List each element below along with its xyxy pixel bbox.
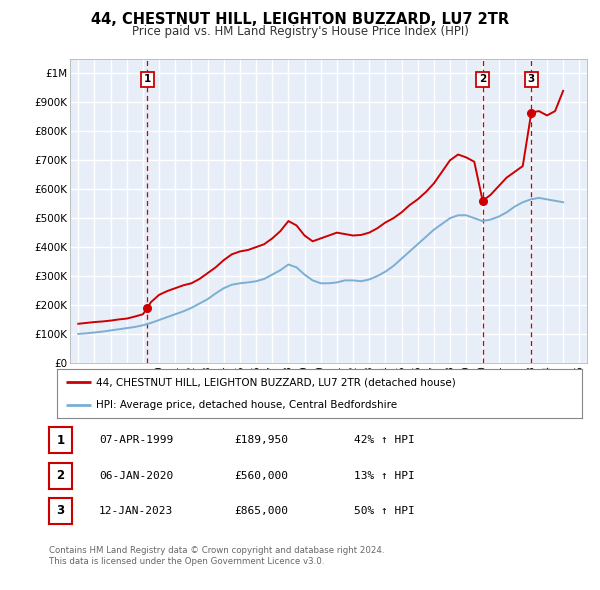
- Text: £189,950: £189,950: [234, 435, 288, 445]
- Text: 44, CHESTNUT HILL, LEIGHTON BUZZARD, LU7 2TR: 44, CHESTNUT HILL, LEIGHTON BUZZARD, LU7…: [91, 12, 509, 27]
- Text: 2: 2: [56, 469, 65, 482]
- Text: 50% ↑ HPI: 50% ↑ HPI: [354, 506, 415, 516]
- Text: 12-JAN-2023: 12-JAN-2023: [99, 506, 173, 516]
- Text: 06-JAN-2020: 06-JAN-2020: [99, 471, 173, 480]
- Text: Contains HM Land Registry data © Crown copyright and database right 2024.: Contains HM Land Registry data © Crown c…: [49, 546, 385, 555]
- Text: Price paid vs. HM Land Registry's House Price Index (HPI): Price paid vs. HM Land Registry's House …: [131, 25, 469, 38]
- Text: 2: 2: [479, 74, 486, 84]
- Text: HPI: Average price, detached house, Central Bedfordshire: HPI: Average price, detached house, Cent…: [97, 399, 398, 409]
- Text: 3: 3: [527, 74, 535, 84]
- Text: 07-APR-1999: 07-APR-1999: [99, 435, 173, 445]
- Text: This data is licensed under the Open Government Licence v3.0.: This data is licensed under the Open Gov…: [49, 558, 325, 566]
- Text: 44, CHESTNUT HILL, LEIGHTON BUZZARD, LU7 2TR (detached house): 44, CHESTNUT HILL, LEIGHTON BUZZARD, LU7…: [97, 378, 456, 388]
- Text: 3: 3: [56, 504, 65, 517]
- Text: £560,000: £560,000: [234, 471, 288, 480]
- Text: 1: 1: [143, 74, 151, 84]
- Text: 1: 1: [56, 434, 65, 447]
- Text: £865,000: £865,000: [234, 506, 288, 516]
- Text: 13% ↑ HPI: 13% ↑ HPI: [354, 471, 415, 480]
- Text: 42% ↑ HPI: 42% ↑ HPI: [354, 435, 415, 445]
